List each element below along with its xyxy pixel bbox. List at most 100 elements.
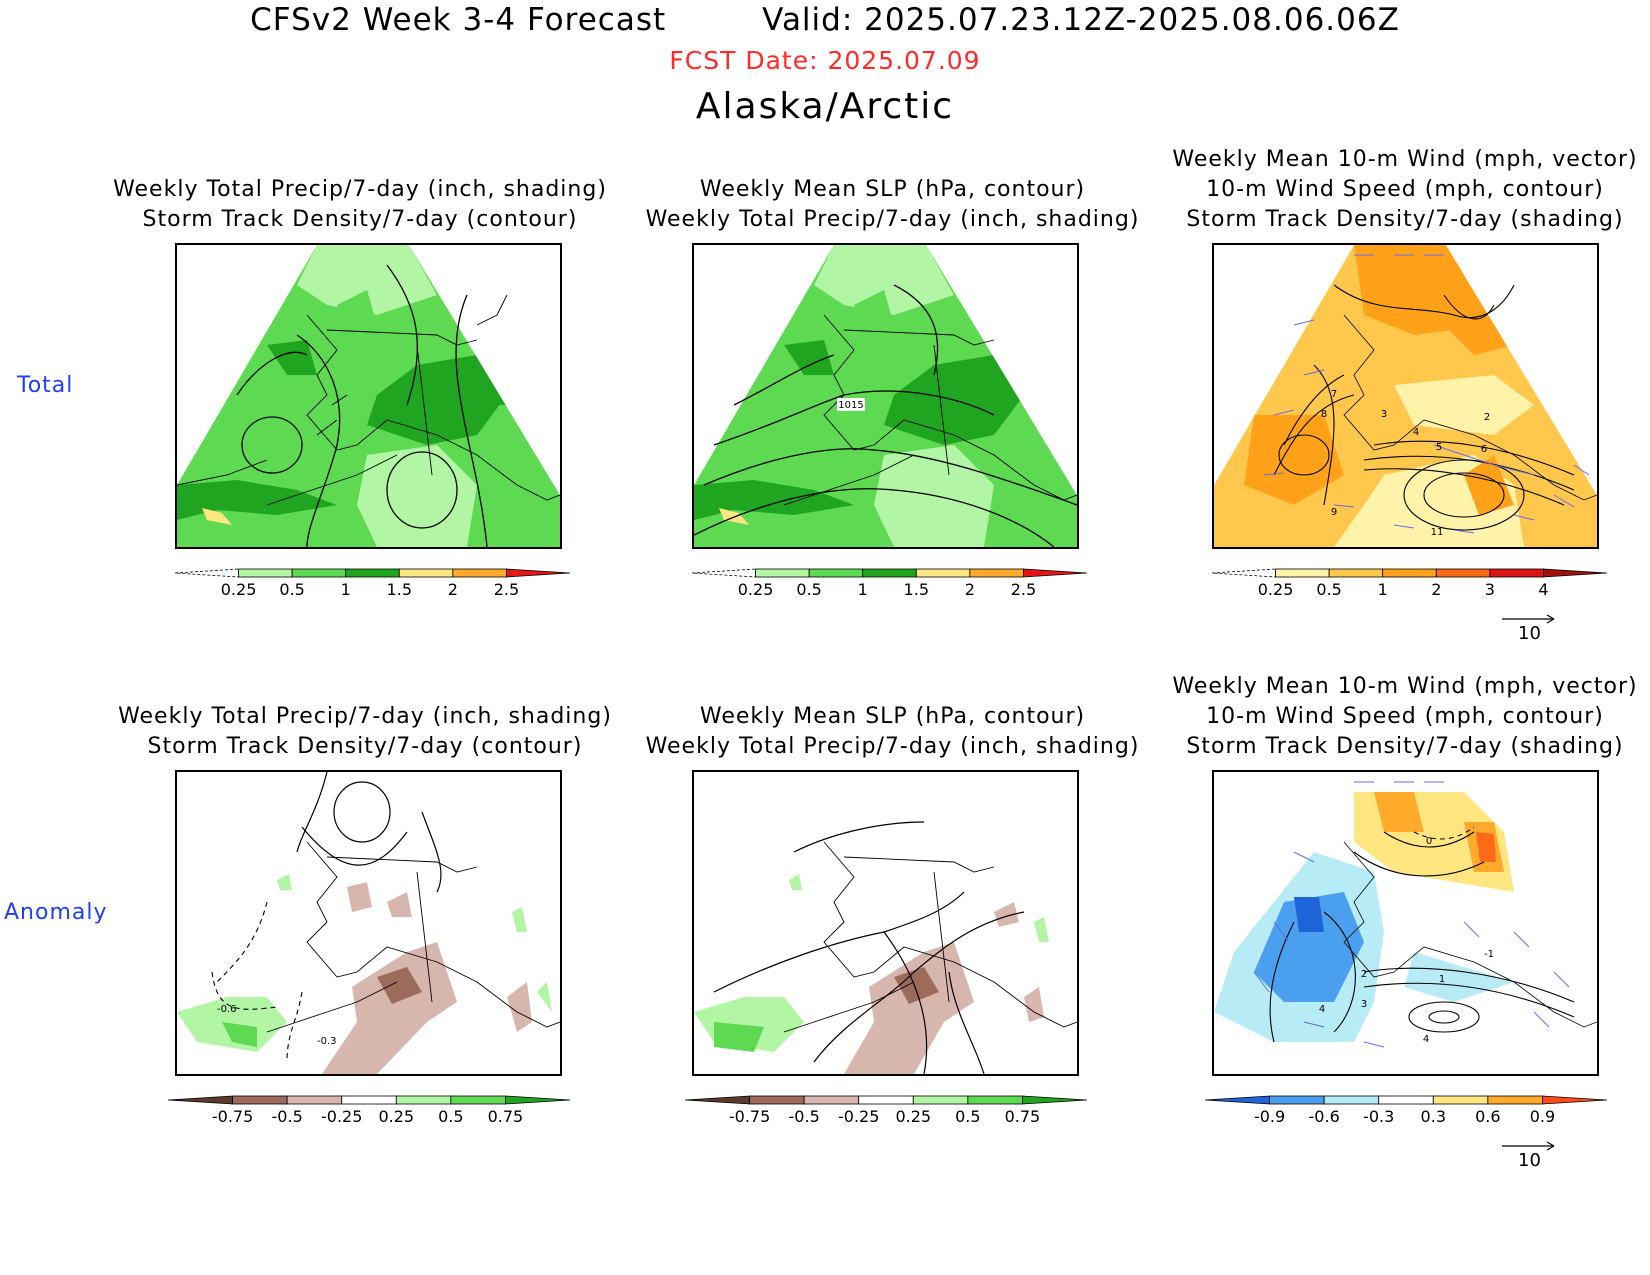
colorbar-storm-total: 0.25 0.5 1 2 3 4 — [1212, 568, 1607, 604]
wind-anom-label-neg1: -1 — [1484, 949, 1494, 960]
wind-contour-label-3: 3 — [1381, 409, 1387, 420]
figure-title: CFSv2 Week 3-4 Forecast Valid: 2025.07.23… — [250, 2, 1400, 38]
colorbar-tick-label: -0.5 — [788, 1107, 820, 1126]
panel-title-slp-total: Weekly Mean SLP (hPa, contour) Weekly Tot… — [645, 177, 1140, 232]
colorbar-tick-label: 0.3 — [1420, 1107, 1447, 1126]
colorbar-tick-label: 0.25 — [378, 1107, 415, 1126]
colorbar-segment — [452, 568, 507, 578]
colorbar-segment — [969, 568, 1024, 578]
colorbar-storm-anom: -0.9 -0.6 -0.3 0.3 0.6 0.9 — [1205, 1095, 1607, 1131]
colorbar-tick-label: 0.5 — [279, 580, 305, 599]
wind-contour-label-5: 5 — [1436, 442, 1442, 453]
colorbar-segment — [1378, 1095, 1434, 1105]
colorbar-segment — [1328, 568, 1384, 578]
wind-contour-label-8: 8 — [1321, 409, 1327, 420]
colorbar-tick-label: -0.3 — [1363, 1107, 1395, 1126]
colorbar-segment — [692, 568, 756, 578]
map-slp-anom — [692, 770, 1079, 1076]
colorbar-segment — [1542, 1095, 1607, 1105]
colorbar-tick-label: 3 — [1484, 580, 1495, 599]
colorbar-segment — [291, 568, 347, 578]
colorbar-segment — [912, 1095, 969, 1105]
colorbar-svg — [692, 568, 1087, 578]
region-title: Alaska/Arctic — [695, 86, 955, 127]
colorbar-segment — [175, 568, 239, 578]
slp-label: 1015 — [838, 400, 863, 411]
colorbar-tick-label: 2 — [447, 580, 458, 599]
colorbar-tick-label: 0.9 — [1529, 1107, 1556, 1126]
colorbar-tick-label: -0.75 — [211, 1107, 254, 1126]
colorbar-segment — [395, 1095, 452, 1105]
colorbar-segment — [341, 1095, 397, 1105]
colorbar-segment — [1022, 1095, 1087, 1105]
vector-reference-total — [1500, 610, 1560, 629]
colorbar-segment — [1023, 568, 1087, 578]
colorbar-segment — [967, 1095, 1023, 1105]
colorbar-segment — [1382, 568, 1437, 578]
colorbar-segment — [862, 568, 917, 578]
wind-anom-label-2: 2 — [1361, 969, 1367, 980]
map-precip-total — [175, 243, 562, 549]
map-wind-anom: 0 -1 4 3 2 1 4 — [1212, 770, 1599, 1076]
colorbar-tick-label: -0.5 — [271, 1107, 303, 1126]
colorbar-segment — [1435, 568, 1491, 578]
colorbar-segment — [749, 1095, 805, 1105]
colorbar-segment — [915, 568, 971, 578]
colorbar-tick-label: 1.5 — [903, 580, 930, 599]
colorbar-svg — [1205, 1095, 1607, 1105]
colorbar-slp-precip-total: 0.25 0.5 1 1.5 2 2.5 — [692, 568, 1087, 604]
colorbar-segment — [450, 1095, 506, 1105]
colorbar-tick-label: 0.5 — [796, 580, 822, 599]
colorbar-tick-label: -0.25 — [321, 1107, 363, 1126]
colorbar-svg — [168, 1095, 570, 1105]
colorbar-tick-label: -0.9 — [1253, 1107, 1286, 1126]
anom-contour-label-neg06: -0.6 — [217, 1004, 237, 1015]
vector-reference-label-total: 10 — [1518, 623, 1541, 644]
colorbar-tick-label: 2 — [964, 580, 975, 599]
colorbar-tick-label: 1 — [340, 580, 351, 599]
row-label-total: Total — [17, 373, 74, 398]
colorbar-segment — [803, 1095, 860, 1105]
colorbar-tick-label: 2 — [1431, 580, 1442, 599]
colorbar-tick-label: -0.25 — [838, 1107, 880, 1126]
colorbar-segment — [1489, 568, 1544, 578]
map-slp-total: 1015 — [692, 243, 1079, 549]
colorbar-segment — [1323, 1095, 1380, 1105]
wind-contour-label-11: 11 — [1431, 527, 1444, 538]
colorbar-segment — [286, 1095, 343, 1105]
wind-contour-label-9: 9 — [1331, 507, 1337, 518]
colorbar-tick-label: 0.75 — [487, 1107, 524, 1126]
colorbar-tick-label: 0.5 — [1316, 580, 1342, 599]
colorbar-segment — [232, 1095, 288, 1105]
colorbar-tick-label: 2.5 — [493, 580, 520, 599]
colorbar-segment — [1205, 1095, 1270, 1105]
colorbar-segment — [238, 568, 293, 578]
panel-title-wind-anom: Weekly Mean 10-m Wind (mph, vector) 10-m … — [1172, 674, 1638, 759]
colorbar-svg — [685, 1095, 1087, 1105]
colorbar-svg — [175, 568, 570, 578]
colorbar-tick-label: -0.75 — [728, 1107, 771, 1126]
colorbar-precip-anom: -0.75 -0.5 -0.25 0.25 0.5 0.75 — [168, 1095, 570, 1131]
forecast-date: FCST Date: 2025.07.09 — [669, 46, 981, 75]
colorbar-tick-label: 0.5 — [438, 1107, 464, 1126]
panel-title-precip-anom: Weekly Total Precip/7-day (inch, shading… — [118, 704, 612, 759]
anom-contour-label-neg03: -0.3 — [317, 1036, 337, 1047]
colorbar-segment — [1212, 568, 1276, 578]
wind-anom-label-3: 3 — [1361, 999, 1367, 1010]
wind-contour-label-2: 2 — [1484, 412, 1490, 423]
colorbar-segment — [168, 1095, 233, 1105]
wind-contour-label-6: 6 — [1481, 444, 1487, 455]
colorbar-segment — [505, 1095, 570, 1105]
colorbar-segment — [345, 568, 400, 578]
colorbar-tick-label: 0.6 — [1475, 1107, 1501, 1126]
colorbar-segment — [1543, 568, 1607, 578]
wind-anom-label-0: 0 — [1426, 836, 1432, 847]
colorbar-slp-precip-anom: -0.75 -0.5 -0.25 0.25 0.5 0.75 — [685, 1095, 1087, 1131]
colorbar-segment — [1487, 1095, 1543, 1105]
colorbar-tick-label: 2.5 — [1010, 580, 1037, 599]
colorbar-segment — [1269, 1095, 1325, 1105]
colorbar-segment — [1432, 1095, 1489, 1105]
colorbar-tick-label: 0.5 — [955, 1107, 981, 1126]
colorbar-tick-label: 0.25 — [737, 580, 774, 599]
colorbar-svg — [1212, 568, 1607, 578]
